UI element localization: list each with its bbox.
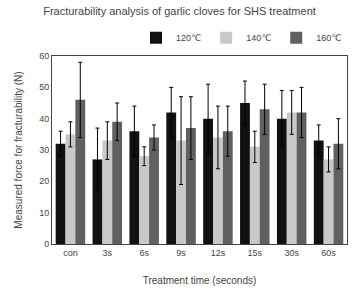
svg-text:30: 30 — [39, 145, 49, 155]
svg-text:3s: 3s — [103, 248, 113, 258]
svg-text:6s: 6s — [139, 248, 149, 258]
svg-text:40: 40 — [39, 114, 49, 124]
svg-text:Fracturability analysis of gar: Fracturability analysis of garlic cloves… — [43, 5, 316, 17]
svg-text:60s: 60s — [321, 248, 336, 258]
svg-text:120℃: 120℃ — [176, 33, 201, 43]
svg-text:con: con — [63, 248, 78, 258]
svg-text:30s: 30s — [284, 248, 299, 258]
svg-text:12s: 12s — [211, 248, 226, 258]
svg-text:Measured force for fracturabil: Measured force for fracturability (N) — [13, 71, 24, 228]
svg-text:Treatment time (seconds): Treatment time (seconds) — [143, 275, 257, 286]
svg-text:20: 20 — [39, 176, 49, 186]
svg-text:10: 10 — [39, 208, 49, 218]
svg-text:60: 60 — [39, 51, 49, 61]
svg-text:0: 0 — [44, 239, 49, 249]
svg-text:15s: 15s — [248, 248, 263, 258]
svg-text:160℃: 160℃ — [316, 33, 341, 43]
svg-text:50: 50 — [39, 82, 49, 92]
svg-text:140℃: 140℃ — [246, 33, 271, 43]
svg-text:9s: 9s — [176, 248, 186, 258]
